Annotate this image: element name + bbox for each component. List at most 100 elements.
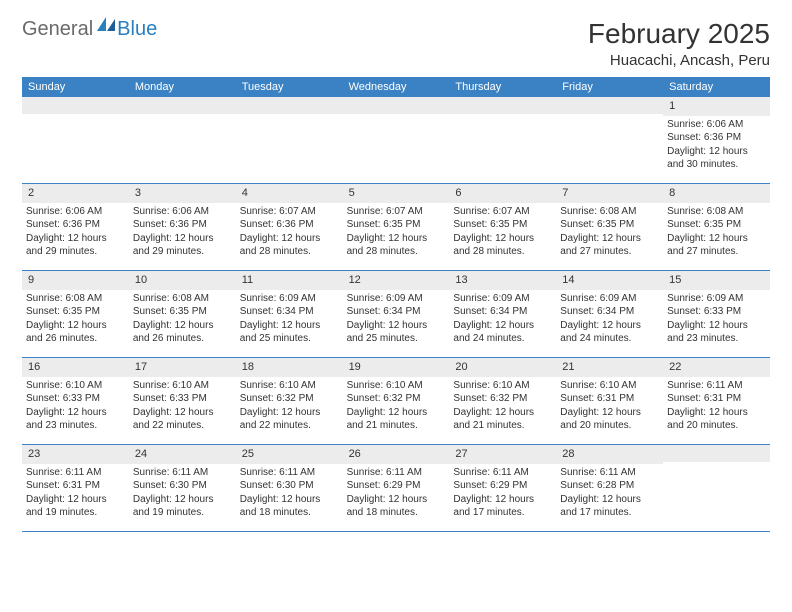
title-block: February 2025 Huacachi, Ancash, Peru	[588, 18, 770, 69]
day-info: Sunrise: 6:11 AM Sunset: 6:28 PM Dayligh…	[560, 466, 659, 520]
day-number: 11	[236, 271, 343, 290]
location: Huacachi, Ancash, Peru	[588, 52, 770, 69]
day-cell	[129, 97, 236, 183]
day-number: 5	[343, 184, 450, 203]
day-number: 3	[129, 184, 236, 203]
day-number: 17	[129, 358, 236, 377]
weekday-header: Thursday	[449, 77, 556, 97]
day-info: Sunrise: 6:08 AM Sunset: 6:35 PM Dayligh…	[133, 292, 232, 346]
month-title: February 2025	[588, 18, 770, 50]
day-info: Sunrise: 6:08 AM Sunset: 6:35 PM Dayligh…	[26, 292, 125, 346]
day-number: 10	[129, 271, 236, 290]
day-number: 15	[663, 271, 770, 290]
week-row: 16Sunrise: 6:10 AM Sunset: 6:33 PM Dayli…	[22, 358, 770, 445]
weekday-header: Monday	[129, 77, 236, 97]
day-cell: 7 Sunrise: 6:08 AM Sunset: 6:35 PM Daylig…	[556, 184, 663, 270]
logo: General Blue	[22, 18, 157, 41]
day-info: Sunrise: 6:06 AM Sunset: 6:36 PM Dayligh…	[26, 205, 125, 259]
day-number: 23	[22, 445, 129, 464]
day-info: Sunrise: 6:11 AM Sunset: 6:31 PM Dayligh…	[26, 466, 125, 520]
day-number	[663, 445, 770, 462]
day-cell	[556, 97, 663, 183]
day-number	[129, 97, 236, 114]
day-cell: 27 Sunrise: 6:11 AM Sunset: 6:29 PM Dayli…	[449, 445, 556, 531]
day-number	[556, 97, 663, 114]
day-info: Sunrise: 6:09 AM Sunset: 6:34 PM Dayligh…	[240, 292, 339, 346]
day-cell: 1 Sunrise: 6:06 AM Sunset: 6:36 PM Daylig…	[663, 97, 770, 183]
day-number: 27	[449, 445, 556, 464]
week-row: 1 Sunrise: 6:06 AM Sunset: 6:36 PM Daylig…	[22, 97, 770, 184]
day-number: 20	[449, 358, 556, 377]
day-cell: 24 Sunrise: 6:11 AM Sunset: 6:30 PM Dayli…	[129, 445, 236, 531]
day-info: Sunrise: 6:09 AM Sunset: 6:34 PM Dayligh…	[347, 292, 446, 346]
day-cell: 23 Sunrise: 6:11 AM Sunset: 6:31 PM Dayli…	[22, 445, 129, 531]
day-info: Sunrise: 6:10 AM Sunset: 6:31 PM Dayligh…	[560, 379, 659, 433]
day-number	[236, 97, 343, 114]
weekday-header: Friday	[556, 77, 663, 97]
day-number: 2	[22, 184, 129, 203]
day-cell: 12 Sunrise: 6:09 AM Sunset: 6:34 PM Dayli…	[343, 271, 450, 357]
day-cell	[236, 97, 343, 183]
day-cell: 4 Sunrise: 6:07 AM Sunset: 6:36 PM Daylig…	[236, 184, 343, 270]
day-number: 21	[556, 358, 663, 377]
day-info: Sunrise: 6:10 AM Sunset: 6:32 PM Dayligh…	[240, 379, 339, 433]
weekday-header: Saturday	[663, 77, 770, 97]
day-cell	[449, 97, 556, 183]
week-row: 9Sunrise: 6:08 AM Sunset: 6:35 PM Daylig…	[22, 271, 770, 358]
day-cell: 28 Sunrise: 6:11 AM Sunset: 6:28 PM Dayli…	[556, 445, 663, 531]
day-number: 28	[556, 445, 663, 464]
day-number: 12	[343, 271, 450, 290]
calendar-page: General Blue February 2025 Huacachi, Anc…	[0, 0, 792, 550]
logo-text-general: General	[22, 18, 93, 41]
day-info: Sunrise: 6:08 AM Sunset: 6:35 PM Dayligh…	[560, 205, 659, 259]
day-number: 1	[663, 97, 770, 116]
day-info: Sunrise: 6:11 AM Sunset: 6:30 PM Dayligh…	[133, 466, 232, 520]
day-info: Sunrise: 6:10 AM Sunset: 6:32 PM Dayligh…	[347, 379, 446, 433]
day-info: Sunrise: 6:11 AM Sunset: 6:31 PM Dayligh…	[667, 379, 766, 433]
day-cell: 6 Sunrise: 6:07 AM Sunset: 6:35 PM Daylig…	[449, 184, 556, 270]
day-cell: 14Sunrise: 6:09 AM Sunset: 6:34 PM Dayli…	[556, 271, 663, 357]
day-number	[343, 97, 450, 114]
day-cell	[22, 97, 129, 183]
day-number: 22	[663, 358, 770, 377]
day-cell: 3Sunrise: 6:06 AM Sunset: 6:36 PM Daylig…	[129, 184, 236, 270]
day-number: 24	[129, 445, 236, 464]
day-cell: 21 Sunrise: 6:10 AM Sunset: 6:31 PM Dayli…	[556, 358, 663, 444]
day-info: Sunrise: 6:08 AM Sunset: 6:35 PM Dayligh…	[667, 205, 766, 259]
day-info: Sunrise: 6:10 AM Sunset: 6:33 PM Dayligh…	[133, 379, 232, 433]
day-cell: 25Sunrise: 6:11 AM Sunset: 6:30 PM Dayli…	[236, 445, 343, 531]
day-number: 6	[449, 184, 556, 203]
day-cell	[663, 445, 770, 531]
day-cell: 15Sunrise: 6:09 AM Sunset: 6:33 PM Dayli…	[663, 271, 770, 357]
weekday-header-row: Sunday Monday Tuesday Wednesday Thursday…	[22, 77, 770, 97]
day-cell: 19 Sunrise: 6:10 AM Sunset: 6:32 PM Dayli…	[343, 358, 450, 444]
day-number: 7	[556, 184, 663, 203]
week-row: 2 Sunrise: 6:06 AM Sunset: 6:36 PM Daylig…	[22, 184, 770, 271]
day-cell: 13 Sunrise: 6:09 AM Sunset: 6:34 PM Dayli…	[449, 271, 556, 357]
day-cell	[343, 97, 450, 183]
day-number	[449, 97, 556, 114]
header: General Blue February 2025 Huacachi, Anc…	[22, 18, 770, 69]
day-number: 18	[236, 358, 343, 377]
day-info: Sunrise: 6:09 AM Sunset: 6:34 PM Dayligh…	[453, 292, 552, 346]
day-number: 4	[236, 184, 343, 203]
day-cell: 17 Sunrise: 6:10 AM Sunset: 6:33 PM Dayli…	[129, 358, 236, 444]
day-info: Sunrise: 6:07 AM Sunset: 6:36 PM Dayligh…	[240, 205, 339, 259]
day-number: 8	[663, 184, 770, 203]
day-number: 13	[449, 271, 556, 290]
day-info: Sunrise: 6:07 AM Sunset: 6:35 PM Dayligh…	[453, 205, 552, 259]
day-cell: 2 Sunrise: 6:06 AM Sunset: 6:36 PM Daylig…	[22, 184, 129, 270]
weekday-header: Sunday	[22, 77, 129, 97]
day-info: Sunrise: 6:07 AM Sunset: 6:35 PM Dayligh…	[347, 205, 446, 259]
day-number: 19	[343, 358, 450, 377]
week-row: 23 Sunrise: 6:11 AM Sunset: 6:31 PM Dayli…	[22, 445, 770, 532]
calendar-grid: Sunday Monday Tuesday Wednesday Thursday…	[22, 77, 770, 532]
day-number: 14	[556, 271, 663, 290]
day-cell: 9Sunrise: 6:08 AM Sunset: 6:35 PM Daylig…	[22, 271, 129, 357]
day-number: 25	[236, 445, 343, 464]
day-cell: 16Sunrise: 6:10 AM Sunset: 6:33 PM Dayli…	[22, 358, 129, 444]
logo-text-blue: Blue	[117, 18, 157, 41]
day-cell: 18 Sunrise: 6:10 AM Sunset: 6:32 PM Dayli…	[236, 358, 343, 444]
day-info: Sunrise: 6:11 AM Sunset: 6:29 PM Dayligh…	[453, 466, 552, 520]
day-info: Sunrise: 6:06 AM Sunset: 6:36 PM Dayligh…	[667, 118, 766, 172]
